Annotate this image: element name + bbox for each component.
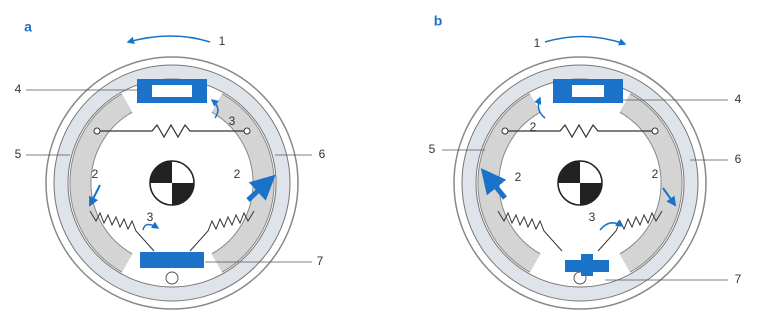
callout: 3 xyxy=(229,114,236,128)
callout: 2 xyxy=(530,120,537,134)
callout: 2 xyxy=(652,167,659,181)
callout: 2 xyxy=(515,170,522,184)
callout: 5 xyxy=(15,147,22,161)
callout: 4 xyxy=(15,82,22,96)
callout: 6 xyxy=(319,147,326,161)
panel-a: a 1 4 3 5 2 2 6 3 7 xyxy=(15,19,326,309)
callout: 7 xyxy=(317,254,324,268)
callout: 3 xyxy=(147,210,154,224)
panel-label: a xyxy=(24,19,32,35)
panel-b: b 1 4 2 5 2 6 2 3 7 xyxy=(429,13,742,309)
callout: 1 xyxy=(534,36,541,50)
callout: 4 xyxy=(735,92,742,106)
callout: 7 xyxy=(735,272,742,286)
callout: 2 xyxy=(234,167,241,181)
callout: 2 xyxy=(92,167,99,181)
callout: 5 xyxy=(429,142,436,156)
callout: 1 xyxy=(219,34,226,48)
callout: 3 xyxy=(589,210,596,224)
brake-diagram: a 1 4 3 5 2 2 6 3 7 b 1 4 2 5 2 6 2 3 7 xyxy=(0,0,758,336)
callout: 6 xyxy=(735,152,742,166)
panel-label: b xyxy=(434,13,443,29)
